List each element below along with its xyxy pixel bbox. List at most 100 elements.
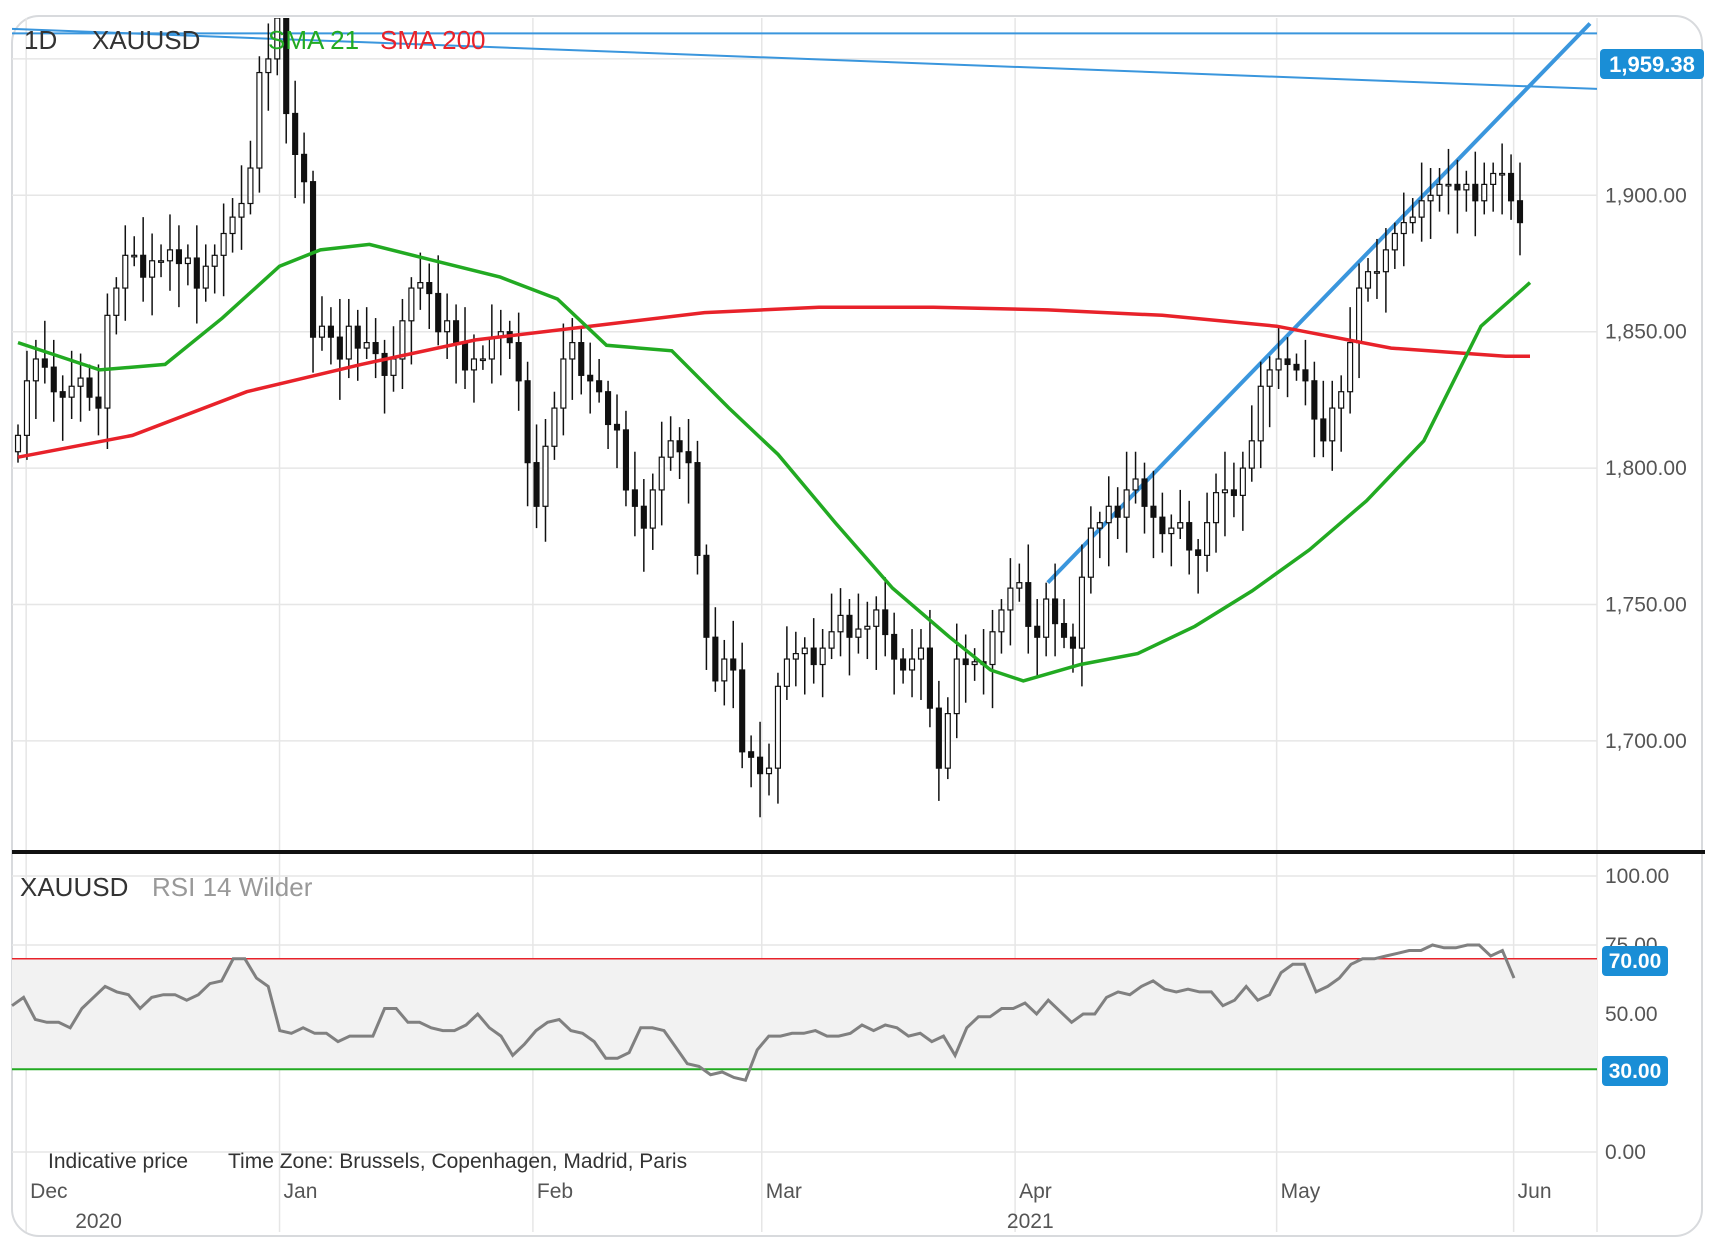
candle-body xyxy=(318,325,326,338)
timeframe-label: 1D xyxy=(24,25,57,55)
candle-body xyxy=(1516,200,1524,224)
candle xyxy=(1060,599,1068,649)
candle xyxy=(506,320,513,359)
candle xyxy=(1034,599,1041,679)
candle xyxy=(1391,222,1398,269)
candle-body xyxy=(1427,194,1434,202)
candle xyxy=(1499,143,1506,215)
candle xyxy=(1329,380,1336,471)
candle-body xyxy=(1150,505,1157,518)
candle xyxy=(1275,326,1282,389)
candle-body xyxy=(408,287,415,322)
candle-body xyxy=(1043,598,1050,638)
candle-body xyxy=(855,628,862,638)
candle xyxy=(703,544,710,670)
candle-body xyxy=(1168,527,1175,535)
candle-body xyxy=(1141,478,1148,507)
candle-body xyxy=(837,614,844,633)
candle xyxy=(891,612,898,695)
candle xyxy=(998,599,1005,654)
candle-body xyxy=(1373,271,1381,274)
candle xyxy=(551,391,558,460)
candle-body xyxy=(140,254,147,278)
last-price-label: 1,959.38 xyxy=(1609,52,1695,77)
candle xyxy=(1087,506,1094,594)
candle-body xyxy=(935,707,942,769)
candle-body xyxy=(1275,358,1282,371)
candle-body xyxy=(569,342,576,360)
candle-body xyxy=(1087,527,1094,578)
candle-body xyxy=(1418,200,1425,218)
candle xyxy=(417,252,424,310)
candle-body xyxy=(50,366,57,393)
candle-body xyxy=(1025,582,1032,627)
candle-body xyxy=(479,358,486,362)
candle xyxy=(810,618,817,684)
candle-body xyxy=(122,254,129,289)
rsi-lower-label: 30.00 xyxy=(1609,1060,1662,1083)
month-tick-label: Feb xyxy=(537,1180,573,1203)
candle-body xyxy=(1132,478,1139,491)
rsi-upper-label: 70.00 xyxy=(1609,950,1662,973)
candle xyxy=(1508,154,1515,220)
candle-body xyxy=(551,407,558,447)
candle xyxy=(685,418,692,504)
candle xyxy=(1016,563,1023,602)
candle xyxy=(318,296,326,351)
candle-body xyxy=(1096,522,1103,529)
candle-body xyxy=(757,756,764,775)
candle-body xyxy=(1454,183,1461,191)
candle-body xyxy=(1284,358,1291,366)
candle-body xyxy=(1356,287,1363,344)
price-tick-label: 1,700.00 xyxy=(1605,730,1687,753)
candle xyxy=(1409,198,1416,234)
candle xyxy=(265,23,272,111)
candle xyxy=(748,735,755,788)
candle-body xyxy=(864,625,871,630)
candle-body xyxy=(1400,221,1407,235)
candle xyxy=(1221,451,1229,537)
candle-body xyxy=(926,647,933,709)
candle xyxy=(515,312,522,411)
candle xyxy=(1516,162,1524,256)
candle-body xyxy=(229,216,236,235)
rsi-symbol-label: XAUUSD xyxy=(20,872,128,902)
rsi-line xyxy=(11,943,1516,1082)
candle-body xyxy=(596,380,603,393)
candle xyxy=(882,577,889,657)
candle-body xyxy=(1177,522,1184,529)
price-axis: 1,950.001,900.001,850.001,800.001,750.00… xyxy=(1605,48,1687,753)
candle-body xyxy=(953,658,960,715)
timezone-note: Time Zone: Brussels, Copenhagen, Madrid,… xyxy=(228,1150,687,1173)
candle-body xyxy=(1320,418,1327,442)
candle-body xyxy=(739,669,746,753)
candle xyxy=(640,479,647,572)
candle xyxy=(229,198,236,253)
candle-body xyxy=(613,423,621,431)
candle-body xyxy=(1472,183,1479,202)
candle-body xyxy=(23,380,30,436)
candle-body xyxy=(783,658,790,687)
candle-body xyxy=(1302,369,1309,382)
candle-body xyxy=(1159,516,1166,535)
candle-body xyxy=(327,325,334,338)
candlesticks xyxy=(14,18,1524,818)
rsi-indicator-label: RSI 14 Wilder xyxy=(152,872,313,902)
candle xyxy=(426,263,433,329)
candle xyxy=(926,609,933,728)
indicative-price-note: Indicative price xyxy=(48,1150,188,1173)
candle xyxy=(122,225,129,321)
candle xyxy=(837,588,844,657)
candle-body xyxy=(721,658,728,682)
candle-body xyxy=(265,58,272,74)
candle xyxy=(1159,492,1166,553)
candle xyxy=(712,607,719,692)
candle-body xyxy=(488,336,495,360)
symbol-label: XAUUSD xyxy=(92,25,200,55)
candle-body xyxy=(1034,625,1041,638)
candle xyxy=(667,416,674,471)
candle-body xyxy=(211,254,218,267)
candle-body xyxy=(810,647,817,666)
candle xyxy=(184,244,191,286)
